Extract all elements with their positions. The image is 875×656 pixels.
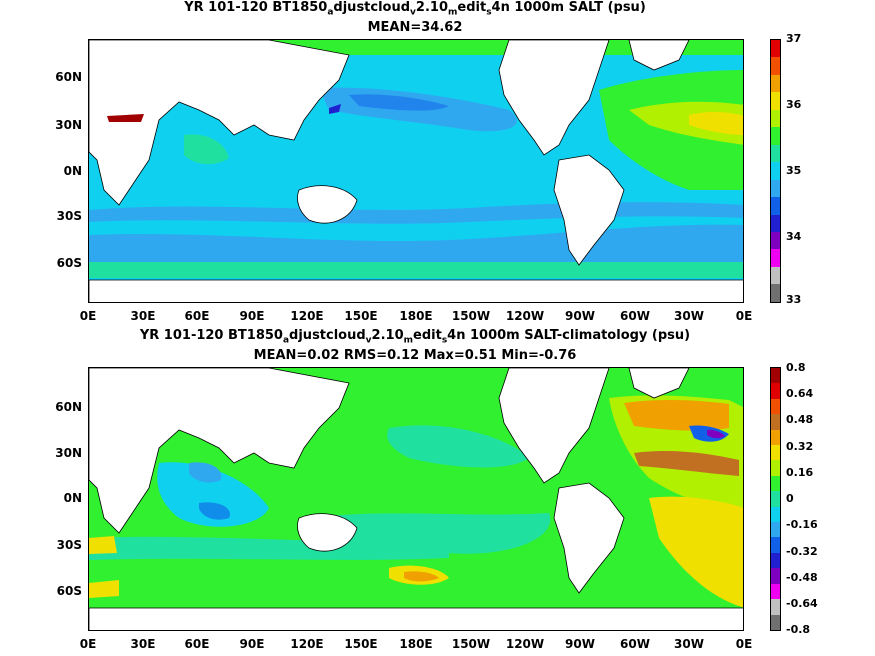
top-lon-label: 30E [130,309,156,323]
bottom-lon-label: 120E [290,637,324,651]
bottom-colorbar-tick: 0.16 [786,466,814,479]
bottom-lon-label: 90W [565,637,595,651]
top-lon-label: 30W [674,309,704,323]
top-colorbar-tick: 33 [786,293,802,306]
top-lon-label: 150E [344,309,378,323]
bottom-colorbar-tick: -0.32 [786,545,818,558]
top-colorbar-tick: 34 [786,230,802,243]
top-lon-label: 120W [505,309,545,323]
bottom-salinity-anomaly-map [88,367,744,631]
bottom-lat-label-2: 30N [55,446,82,460]
bottom-lon-label: 150E [344,637,378,651]
colorbar-swatch [771,40,780,58]
colorbar-swatch [771,144,780,163]
bottom-lon-label: 150W [451,637,491,651]
bottom-colorbar [770,367,781,631]
top-lon-label: 0E [735,309,753,323]
bottom-colorbar-tick: -0.48 [786,571,818,584]
bottom-panel-title: YR 101-120 BT1850adjustcloudv2.10medits4… [139,328,691,346]
colorbar-swatch [771,537,780,553]
colorbar-swatch [771,197,780,215]
top-lon-label: 120E [290,309,324,323]
bottom-panel-subtitle: MEAN=0.02 RMS=0.12 Max=0.51 Min=-0.76 [253,348,577,363]
colorbar-swatch [771,109,780,128]
colorbar-swatch [771,179,780,198]
colorbar-swatch [771,57,780,75]
bottom-lon-label: 60W [620,637,650,651]
colorbar-swatch [771,383,780,399]
top-lat-label-4: 30S [56,209,82,223]
colorbar-swatch [771,568,780,584]
colorbar-swatch [771,445,780,461]
top-colorbar-tick: 36 [786,98,802,111]
bottom-lat-label-4: 30S [56,538,82,552]
bottom-lon-label: 0E [79,637,97,651]
bottom-lon-label: 120W [505,637,545,651]
colorbar-swatch [771,398,780,415]
top-colorbar-tick: 35 [786,164,802,177]
top-lat-label-1: 60N [55,70,82,84]
colorbar-swatch [771,460,780,476]
top-panel-subtitle: MEAN=34.62 [367,20,463,35]
top-colorbar [770,39,781,303]
colorbar-swatch [771,266,780,285]
bottom-lat-label-1: 60N [55,400,82,414]
top-lon-label: 60W [620,309,650,323]
colorbar-swatch [771,127,780,145]
colorbar-swatch [771,249,780,267]
colorbar-swatch [771,599,780,615]
top-salinity-map [88,39,744,303]
bottom-colorbar-tick: -0.16 [786,518,818,531]
bottom-lon-label: 60E [184,637,210,651]
colorbar-swatch [771,368,780,384]
colorbar-swatch [771,284,780,302]
top-lat-label-5: 60S [56,256,82,270]
colorbar-swatch [771,614,780,630]
bottom-lon-label: 90E [239,637,265,651]
colorbar-swatch [771,491,780,507]
bottom-lat-label-3: 0N [63,491,82,505]
bottom-colorbar-tick: 0.48 [786,413,814,426]
bottom-lon-label: 30W [674,637,704,651]
top-lat-label-2: 30N [55,118,82,132]
bottom-colorbar-tick: 0.32 [786,440,814,453]
colorbar-swatch [771,552,780,569]
top-lon-label: 90W [565,309,595,323]
bottom-lon-label: 0E [735,637,753,651]
bottom-colorbar-tick: 0.8 [786,361,806,374]
bottom-colorbar-tick: 0 [786,492,794,505]
top-lon-label: 90E [239,309,265,323]
colorbar-swatch [771,74,780,93]
top-lat-label-3: 0N [63,164,82,178]
bottom-colorbar-tick: -0.8 [786,623,811,636]
colorbar-swatch [771,414,780,430]
bottom-colorbar-tick: 0.64 [786,387,814,400]
colorbar-swatch [771,231,780,250]
colorbar-swatch [771,162,780,180]
bottom-colorbar-tick: -0.64 [786,597,818,610]
colorbar-swatch [771,429,780,446]
colorbar-swatch [771,475,780,492]
bottom-lon-label: 30E [130,637,156,651]
colorbar-swatch [771,506,780,523]
colorbar-swatch [771,522,780,538]
top-lon-label: 180E [399,309,433,323]
top-panel-title: YR 101-120 BT1850adjustcloudv2.10medits4… [184,0,646,18]
top-colorbar-tick: 37 [786,32,802,45]
bottom-lat-label-5: 60S [56,584,82,598]
bottom-lon-label: 180E [399,637,433,651]
colorbar-swatch [771,583,780,600]
top-lon-label: 0E [79,309,97,323]
colorbar-swatch [771,92,780,110]
top-lon-label: 60E [184,309,210,323]
top-lon-label: 150W [451,309,491,323]
colorbar-swatch [771,214,780,232]
